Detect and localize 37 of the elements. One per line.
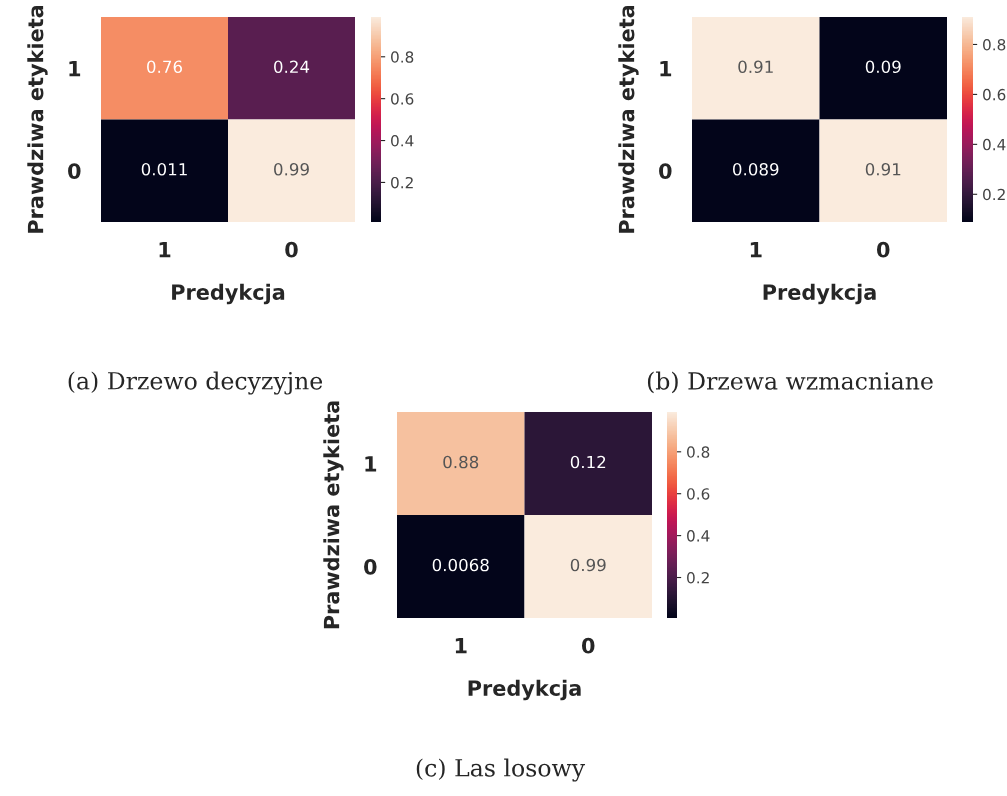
color-bar-label: 0.4 (391, 135, 414, 147)
color-bar-label: 0.6 (983, 88, 1006, 101)
color-bar-label: 0.8 (687, 446, 710, 458)
text: (b) Drzewa wzmacniane (647, 371, 933, 394)
data-label: 0.089 (732, 162, 779, 176)
data-label: 0.09 (865, 60, 901, 74)
x-axis-title: Predykcja (468, 679, 581, 701)
y-axis-title: Prawdziwa etykieta (323, 401, 344, 629)
data-label: 0.011 (141, 162, 187, 176)
data-label: 0.99 (274, 162, 309, 176)
x-tick-label: 1 (750, 242, 762, 258)
data-label: 0.91 (865, 162, 901, 176)
x-axis-title: Predykcja (763, 283, 876, 305)
x-tick-label: 0 (877, 241, 890, 258)
text: (c) Las losowy (416, 758, 586, 782)
data-label: 0.76 (147, 60, 183, 74)
text: (a) Drzewo decyzyjne (68, 371, 323, 395)
color-bar-label: 0.6 (687, 488, 710, 500)
x-axis-title: Predykcja (172, 283, 285, 305)
data-label: 0.99 (570, 558, 606, 572)
color-bar-label: 0.2 (687, 571, 709, 584)
data-label: 0.24 (274, 60, 310, 74)
color-bar-label: 0.8 (391, 51, 414, 63)
data-label: 0.88 (443, 455, 479, 469)
color-bar-label: 0.8 (983, 38, 1006, 51)
color-bar-label: 0.2 (391, 176, 413, 189)
color-bar-label: 0.4 (687, 530, 710, 542)
y-axis-title: Prawdziwa etykieta (618, 5, 639, 233)
y-axis-title: Prawdziwa etykieta (27, 5, 48, 233)
data-label: 0.0068 (432, 558, 489, 572)
data-label: 0.12 (570, 455, 606, 469)
color-bar-label: 0.4 (983, 138, 1006, 151)
data-label: 0.91 (738, 60, 773, 74)
color-bar-label: 0.6 (391, 93, 414, 105)
x-tick-label: 1 (159, 242, 171, 258)
x-tick-label: 0 (285, 241, 298, 258)
color-bar-label: 0.2 (983, 188, 1005, 201)
